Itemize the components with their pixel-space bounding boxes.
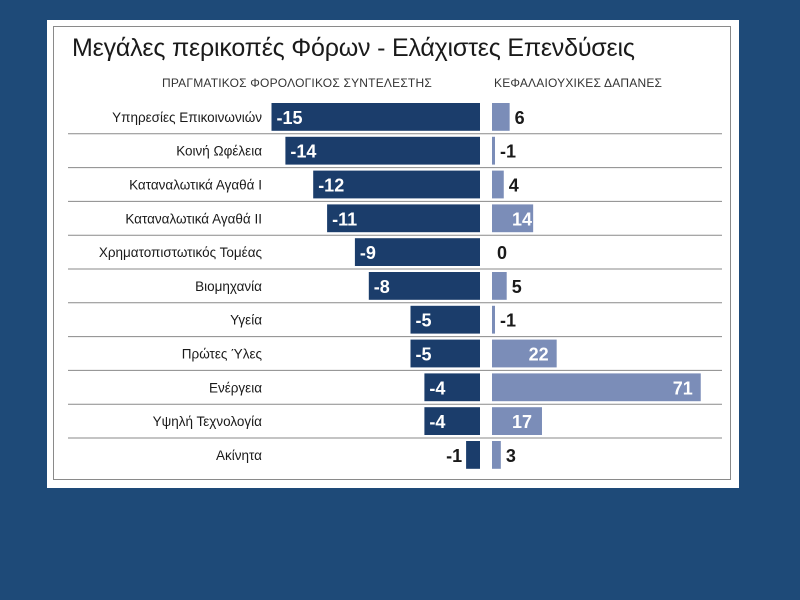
capex-bar <box>492 305 495 334</box>
capex-value-label: 6 <box>515 108 525 128</box>
tax-rate-value-label: -14 <box>290 142 316 162</box>
capex-bar <box>492 373 701 402</box>
tax-rate-value-label: -4 <box>429 378 445 398</box>
tax-rate-bar <box>285 136 480 165</box>
tax-rate-bar <box>410 339 480 368</box>
tax-rate-column-header: ΠΡΑΓΜΑΤΙΚΟΣ ΦΟΡΟΛΟΓΙΚΟΣ ΣΥΝΤΕΛΕΣΤΗΣ <box>162 76 432 90</box>
category-label: Βιομηχανία <box>195 279 262 294</box>
capex-value-label: -1 <box>500 311 516 331</box>
capex-value-label: -1 <box>500 142 516 162</box>
tax-rate-bar <box>354 238 480 266</box>
tax-rate-value-label: -5 <box>416 345 432 365</box>
capex-value-label: 17 <box>512 412 532 432</box>
capex-bar <box>492 170 504 199</box>
capex-bar <box>492 441 501 469</box>
category-label: Ακίνητα <box>216 448 262 463</box>
category-label: Υπηρεσίες Επικοινωνιών <box>112 110 262 125</box>
capex-value-label: 3 <box>506 446 516 466</box>
category-label: Ενέργεια <box>209 380 262 395</box>
tax-rate-value-label: -11 <box>332 209 357 229</box>
category-label: Χρηματοπιστωτικός Τομέας <box>99 245 263 260</box>
capex-bar <box>492 136 495 165</box>
tax-rate-bar <box>368 272 480 300</box>
tax-rate-bar <box>271 103 480 131</box>
tax-rate-value-label: -8 <box>374 277 390 297</box>
capex-bar <box>492 204 534 233</box>
tax-rate-value-label: -1 <box>446 446 462 466</box>
chart-title: Μεγάλες περικοπές Φόρων - Ελάχιστες Επεν… <box>72 34 635 62</box>
chart-frame <box>53 26 731 480</box>
tax-rate-value-label: -12 <box>318 176 344 196</box>
tax-rate-value-label: -15 <box>277 108 303 128</box>
category-label: Καταναλωτικά Αγαθά ΙΙ <box>125 211 262 226</box>
tax-rate-bar <box>313 170 480 199</box>
capex-value-label: 4 <box>509 176 519 196</box>
capex-bar <box>492 272 507 300</box>
tax-rate-value-label: -5 <box>416 311 432 331</box>
tax-rate-bar <box>466 441 480 469</box>
capex-bar <box>492 103 510 131</box>
tax-rate-value-label: -4 <box>429 412 445 432</box>
capex-value-label: 5 <box>512 277 522 297</box>
category-label: Κοινή Ωφέλεια <box>176 144 262 159</box>
capex-value-label: 71 <box>673 378 693 398</box>
capex-bar <box>492 339 557 368</box>
tax-rate-bar <box>410 305 480 334</box>
tax-rate-bar <box>424 407 480 435</box>
category-label: Υψηλή Τεχνολογία <box>153 414 263 429</box>
category-label: Πρώτες Ύλες <box>182 347 263 362</box>
category-label: Καταναλωτικά Αγαθά Ι <box>129 178 262 193</box>
capex-value-label: 22 <box>529 345 549 365</box>
capex-bar <box>492 407 542 435</box>
tax-rate-bar <box>424 373 480 402</box>
tax-rate-value-label: -9 <box>360 243 376 263</box>
capex-value-label: 14 <box>512 209 532 229</box>
tax-rate-bar <box>327 204 480 233</box>
category-label: Υγεία <box>230 313 262 328</box>
capex-column-header: ΚΕΦΑΛΑΙΟΥΧΙΚΕΣ ΔΑΠΑΝΕΣ <box>494 76 663 90</box>
capex-value-label: 0 <box>497 243 507 263</box>
